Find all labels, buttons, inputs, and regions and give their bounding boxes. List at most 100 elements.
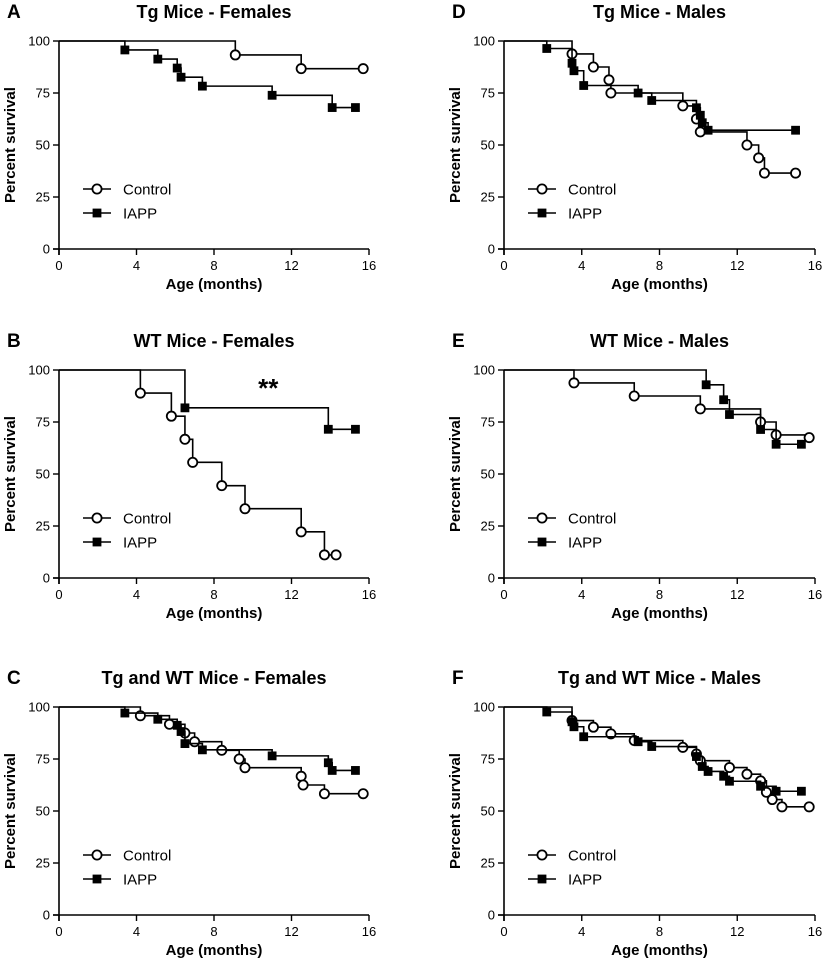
data-point-control (187, 456, 199, 468)
x-tick-label: 16 (808, 258, 822, 273)
data-point-control (163, 718, 175, 730)
x-tick-label: 12 (284, 587, 298, 602)
y-tick-label: 25 (481, 519, 495, 534)
data-point-iapp (153, 714, 163, 724)
data-point-control (677, 100, 689, 112)
y-tick-label: 75 (481, 415, 495, 430)
data-point-iapp (692, 752, 701, 761)
legend-marker-control (91, 512, 103, 524)
y-tick-label: 0 (488, 908, 495, 923)
data-point-iapp (796, 786, 806, 796)
y-axis-label: Percent survival (2, 416, 19, 532)
legend-label: IAPP (568, 206, 602, 223)
y-tick-label: 50 (481, 467, 495, 482)
data-point-iapp (703, 767, 713, 776)
panel-letter: D (452, 2, 466, 23)
data-point-iapp (756, 425, 765, 434)
data-point-iapp (197, 745, 207, 755)
y-tick-label: 50 (36, 467, 50, 482)
y-tick-label: 25 (36, 519, 50, 534)
data-point-iapp (180, 403, 190, 413)
y-tick-label: 50 (36, 804, 50, 819)
data-point-control (628, 390, 640, 402)
y-tick-label: 75 (481, 752, 495, 767)
x-tick-label: 4 (578, 587, 585, 602)
data-point-iapp (120, 708, 130, 718)
data-point-iapp (633, 88, 643, 98)
data-point-control (677, 741, 689, 753)
x-axis-label: Age (months) (611, 605, 708, 622)
data-point-control (741, 768, 753, 780)
legend-label: IAPP (568, 872, 602, 889)
data-point-iapp (172, 720, 182, 730)
data-point-iapp (351, 103, 360, 112)
data-point-control (587, 61, 599, 73)
x-axis-label: Age (months) (611, 276, 708, 293)
y-tick-label: 25 (481, 190, 495, 205)
y-tick-label: 0 (43, 908, 50, 923)
data-point-control (758, 167, 770, 179)
y-tick-label: 25 (481, 856, 495, 871)
y-tick-label: 75 (36, 86, 50, 101)
data-point-iapp (172, 63, 182, 73)
y-tick-label: 50 (481, 138, 495, 153)
legend-marker-control (91, 183, 103, 195)
x-tick-label: 4 (578, 258, 585, 273)
x-tick-label: 12 (730, 258, 744, 273)
data-point-iapp (796, 439, 806, 449)
data-point-iapp (323, 758, 333, 768)
x-axis-label: Age (months) (166, 942, 263, 959)
data-point-iapp (692, 103, 701, 113)
data-point-iapp (703, 125, 713, 135)
y-tick-label: 25 (36, 856, 50, 871)
panel-d: D Tg Mice - Males 0 25 50 75 100 0 4 8 12 16 Age (mo… (447, 2, 822, 293)
data-point-iapp (176, 727, 186, 736)
panel-letter: F (452, 668, 464, 689)
x-tick-label: 0 (500, 587, 507, 602)
x-tick-label: 0 (55, 258, 62, 273)
panel-b: B WT Mice - Females 0 25 50 75 100 0 4 8 12 16 Age (… (2, 331, 376, 622)
legend-label: Control (568, 511, 616, 528)
data-point-iapp (719, 771, 729, 781)
data-point-control (179, 433, 191, 445)
chart-title: Tg Mice - Females (136, 2, 291, 22)
legend-marker-iapp (92, 537, 102, 547)
data-point-control (694, 126, 706, 138)
data-point-iapp (267, 751, 277, 761)
y-axis-label: Percent survival (447, 87, 464, 203)
x-tick-label: 4 (133, 924, 140, 939)
legend-label: IAPP (568, 535, 602, 552)
data-point-control (803, 432, 815, 444)
data-point-control (776, 801, 788, 813)
data-point-control (297, 779, 309, 791)
data-point-iapp (701, 380, 711, 390)
x-tick-label: 0 (55, 587, 62, 602)
y-axis-label: Percent survival (447, 416, 464, 532)
data-point-iapp (323, 424, 333, 434)
x-tick-label: 12 (730, 587, 744, 602)
data-point-control (753, 152, 765, 164)
data-point-control (694, 403, 706, 415)
series-line-iapp (504, 40, 796, 132)
data-point-control (239, 762, 251, 774)
legend-marker-control (536, 183, 548, 195)
legend-marker-iapp (537, 874, 547, 884)
y-tick-label: 100 (473, 34, 495, 49)
data-point-control (605, 87, 617, 99)
data-point-control (216, 480, 228, 492)
data-point-control (568, 377, 580, 389)
data-point-iapp (567, 58, 577, 68)
x-axis-label: Age (months) (611, 942, 708, 959)
x-tick-label: 16 (362, 924, 376, 939)
data-point-control (229, 49, 241, 61)
data-point-iapp (351, 424, 360, 434)
data-point-control (295, 63, 307, 75)
data-point-iapp (725, 410, 734, 419)
data-point-iapp (695, 110, 705, 120)
x-tick-label: 16 (362, 587, 376, 602)
data-point-control (330, 549, 342, 561)
series-line-control (504, 40, 796, 174)
x-tick-label: 4 (133, 258, 140, 273)
data-point-control (723, 762, 735, 774)
data-point-iapp (579, 81, 589, 90)
